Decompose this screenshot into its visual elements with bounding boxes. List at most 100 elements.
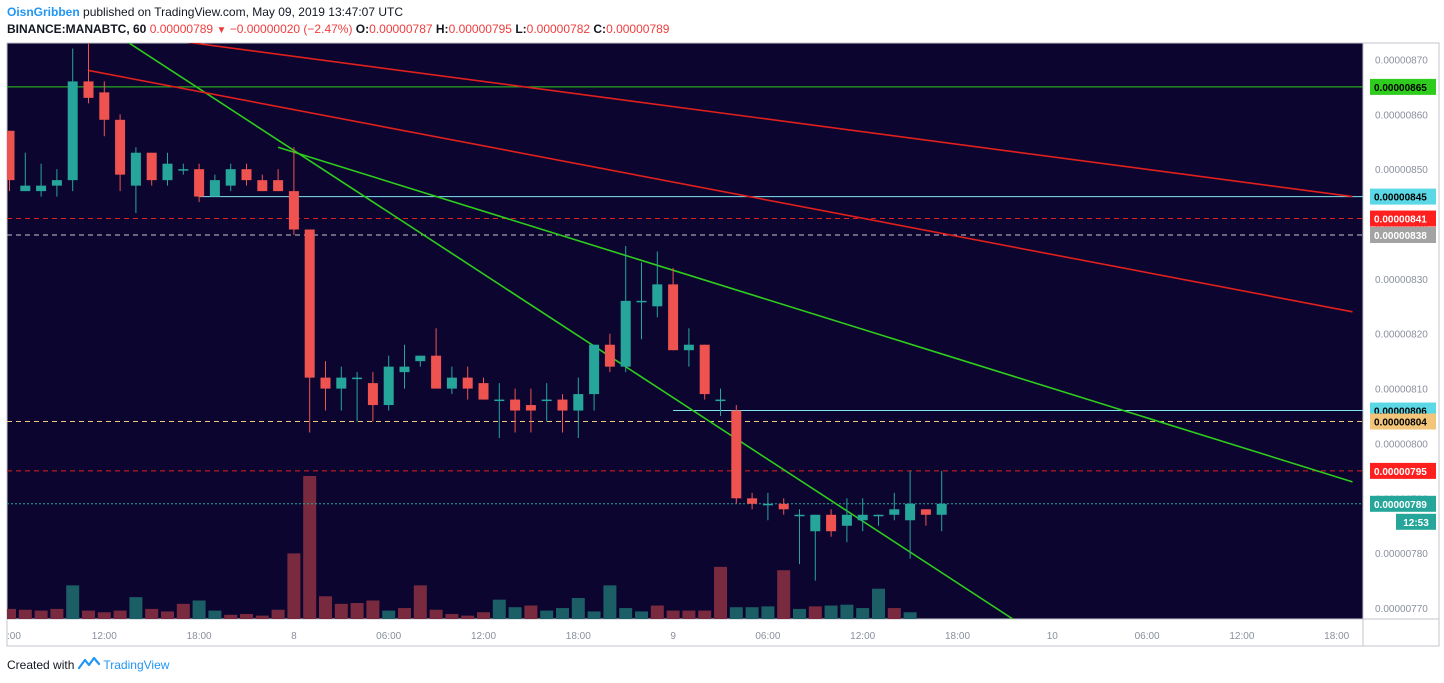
candle-body xyxy=(683,344,694,351)
candle-body xyxy=(383,366,394,406)
chart-frame xyxy=(6,42,1440,647)
volume-bar xyxy=(113,610,127,619)
candle-body xyxy=(225,169,236,186)
price-level-tag-label: 0.00000841 xyxy=(1374,215,1427,226)
plot-background xyxy=(7,43,1363,619)
candle-body xyxy=(810,514,821,532)
price-level-tag-label: 0.00000865 xyxy=(1374,83,1427,94)
ohlc-line: BINANCE:MANABTC, 60 0.00000789 ▼ −0.0000… xyxy=(7,21,669,39)
down-arrow-icon: ▼ xyxy=(216,25,227,36)
price-level-tag-label: 0.00000838 xyxy=(1374,231,1427,242)
price-level-tag xyxy=(1370,495,1436,512)
volume-bar xyxy=(176,603,190,619)
volume-bar xyxy=(271,609,285,619)
candle-body xyxy=(415,355,426,362)
volume-bar xyxy=(192,600,206,619)
high-value: 0.00000795 xyxy=(448,22,512,36)
publish-line: OisnGribben published on TradingView.com… xyxy=(7,4,669,21)
volume-bar xyxy=(793,608,806,619)
price-level-tag-label: 0.00000789 xyxy=(1374,500,1427,511)
price-level-tag xyxy=(1370,227,1436,243)
candle-body xyxy=(573,394,584,411)
candle-body xyxy=(83,81,94,98)
price-change: −0.00000020 (−2.47%) xyxy=(229,22,353,36)
candle-body xyxy=(841,514,852,526)
candle-body xyxy=(652,284,663,307)
candle-body xyxy=(905,503,916,521)
volume-bar xyxy=(66,585,80,619)
price-level-tag xyxy=(1370,413,1436,430)
price-chart[interactable]: 0.000008700.000008600.000008500.00000840… xyxy=(0,0,1444,650)
volume-bar xyxy=(603,585,617,619)
time-tick-label: 06:00 xyxy=(376,631,401,642)
time-tick-label: :00 xyxy=(7,631,21,642)
volume-bar xyxy=(903,612,917,619)
candle-body xyxy=(731,410,742,499)
price-level-tag-label: 0.00000806 xyxy=(1374,407,1427,418)
candle-body xyxy=(778,503,789,510)
volume-bar xyxy=(650,605,664,619)
volume-bar xyxy=(240,613,253,619)
trend-line xyxy=(187,43,1353,198)
volume-bar xyxy=(382,610,396,619)
price-level-tag xyxy=(1370,78,1436,95)
candle-body xyxy=(130,152,141,186)
price-level-tag-label: 0.00000795 xyxy=(1374,467,1427,478)
volume-bar xyxy=(18,609,32,619)
time-tick-label: 18:00 xyxy=(1324,631,1349,642)
volume-bar xyxy=(445,613,459,619)
candle-body xyxy=(304,229,315,378)
volume-bar xyxy=(635,611,648,619)
volume-bar xyxy=(682,610,696,619)
volume-bar xyxy=(255,615,269,619)
candle-body xyxy=(557,399,568,411)
candle-body xyxy=(352,377,363,380)
volume-bar xyxy=(461,615,475,619)
volume-bar xyxy=(398,608,411,619)
volume-bar xyxy=(334,603,348,619)
volume-bar xyxy=(477,612,490,619)
candle-body xyxy=(762,503,773,506)
candle-body xyxy=(857,514,868,521)
low-label: L: xyxy=(515,22,527,36)
time-tick-label: 12:00 xyxy=(1229,631,1254,642)
volume-bar xyxy=(366,600,380,619)
candle-body xyxy=(336,377,347,389)
candle-body xyxy=(209,180,220,197)
tradingview-logo-icon[interactable] xyxy=(78,656,101,673)
close-label: C: xyxy=(593,22,607,36)
volume-bar xyxy=(824,605,838,619)
candle-body xyxy=(604,344,615,367)
symbol-label: BINANCE:MANABTC, 60 xyxy=(7,22,147,36)
candle-body xyxy=(146,152,157,181)
volume-bar xyxy=(224,614,238,619)
chart-container[interactable]: 0.000008700.000008600.000008500.00000840… xyxy=(0,0,1444,650)
candle-body xyxy=(320,377,331,389)
candle-body xyxy=(478,383,489,400)
candle-body xyxy=(715,399,726,402)
volume-bar xyxy=(761,606,775,619)
volume-bar xyxy=(556,608,569,619)
candle-body xyxy=(241,169,252,181)
tradingview-brand[interactable]: TradingView xyxy=(103,657,170,672)
price-tick-label: 0.00000770 xyxy=(1375,604,1428,615)
price-tick-label: 0.00000780 xyxy=(1375,549,1428,560)
volume-bar xyxy=(872,588,885,619)
author-name[interactable]: OisnGribben xyxy=(7,5,80,19)
time-tick-label: 06:00 xyxy=(755,631,780,642)
low-value: 0.00000782 xyxy=(526,22,591,36)
price-level-tag xyxy=(1370,462,1436,479)
volume-bar xyxy=(7,608,16,619)
price-tick-label: 0.00000860 xyxy=(1375,110,1428,121)
volume-bar xyxy=(840,604,854,619)
last-price: 0.00000789 xyxy=(149,22,214,36)
time-tick-label: 18:00 xyxy=(566,631,591,642)
price-level-tag-label: 0.00000804 xyxy=(1374,418,1427,429)
candle-body xyxy=(99,92,110,120)
candle-body xyxy=(936,503,947,515)
price-level-tag-label: 0.00000845 xyxy=(1374,193,1427,204)
candle-body xyxy=(36,185,47,192)
candle-body xyxy=(747,498,758,504)
trend-line xyxy=(277,146,1353,483)
candle-body xyxy=(162,163,173,181)
